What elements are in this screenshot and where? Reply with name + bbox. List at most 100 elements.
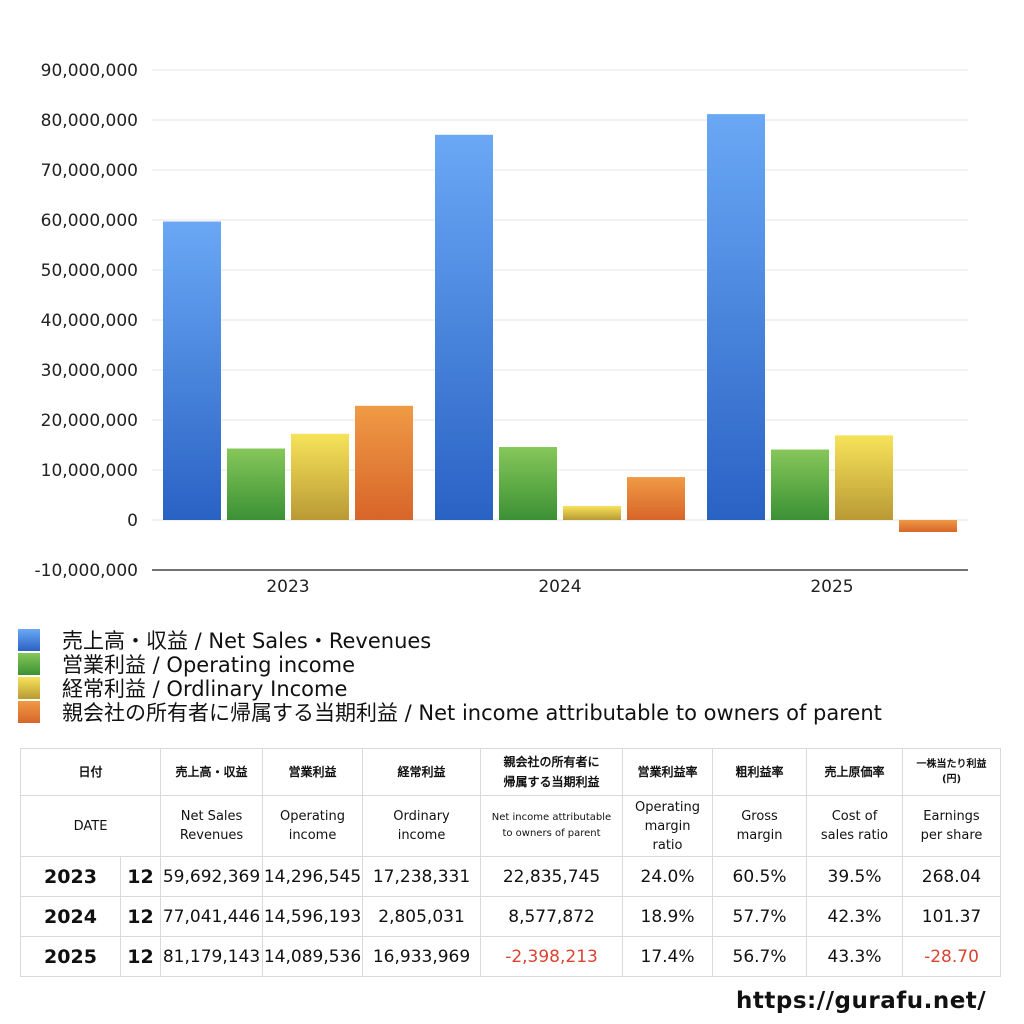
- site-url[interactable]: https://gurafu.net/: [736, 988, 987, 1014]
- header-op-jp: 営業利益: [262, 748, 364, 796]
- table-row: 2025 12 81,179,143 14,089,536 16,933,969…: [20, 936, 1002, 977]
- cell-op: 14,596,193: [262, 896, 364, 937]
- header-gm-en-line2: margin: [736, 828, 783, 843]
- header-net-jp: 親会社の所有者に 帰属する当期利益: [480, 748, 624, 796]
- header-net-en-line1: Net income attributable: [491, 812, 612, 823]
- cell-gm: 60.5%: [712, 856, 808, 897]
- legend-item-net-income[interactable]: 親会社の所有者に帰属する当期利益 / Net income attributab…: [18, 700, 1018, 725]
- legend-label: 経常利益 / Ordlinary Income: [62, 677, 348, 701]
- grid-lines: [152, 69, 968, 521]
- y-tick-label: 40,000,000: [41, 311, 138, 331]
- legend-label: 親会社の所有者に帰属する当期利益 / Net income attributab…: [62, 701, 882, 725]
- legend-label: 売上高・収益 / Net Sales・Revenues: [62, 629, 432, 653]
- cell-cr: 43.3%: [806, 936, 904, 977]
- bars: [163, 114, 957, 532]
- bar-2023-series-0[interactable]: [163, 221, 221, 521]
- y-tick-label: 90,000,000: [41, 61, 138, 81]
- table-header-en: DATE Net Sales Revenues Operating income…: [19, 795, 1002, 857]
- y-tick-label: 0: [127, 511, 138, 531]
- header-op-en-line1: Operating: [280, 809, 346, 824]
- x-axis-tick-labels: 2023 2024 2025: [266, 577, 853, 597]
- legend-swatch-green: [18, 653, 40, 675]
- bar-2025-series-0[interactable]: [707, 114, 765, 521]
- header-eps-en-line2: per share: [920, 828, 983, 843]
- y-tick-label: 80,000,000: [41, 111, 138, 131]
- cell-gm: 56.7%: [712, 936, 808, 977]
- y-tick-label: 10,000,000: [41, 461, 138, 481]
- legend-item-net-sales[interactable]: 売上高・収益 / Net Sales・Revenues: [18, 628, 1018, 653]
- header-eps-en-line1: Earnings: [923, 809, 980, 824]
- bar-2025-series-1[interactable]: [771, 449, 829, 520]
- header-opm-jp: 営業利益率: [622, 748, 714, 796]
- cell-opm: 17.4%: [622, 936, 714, 977]
- cell-year: 2024: [20, 896, 121, 937]
- header-sales-en: Net Sales Revenues: [160, 795, 264, 857]
- y-axis-tick-labels: 90,000,000 80,000,000 70,000,000 60,000,000…: [35, 61, 138, 581]
- bar-2023-series-1[interactable]: [227, 448, 285, 520]
- legend-swatch-blue: [18, 629, 40, 651]
- bar-chart: 90,000,000 80,000,000 70,000,000 60,000,000…: [35, 61, 968, 597]
- header-ord-jp: 経常利益: [362, 748, 482, 796]
- legend-item-operating-income[interactable]: 営業利益 / Operating income: [18, 652, 1018, 677]
- header-net-en: Net income attributable to owners of par…: [480, 795, 624, 857]
- cell-eps: 268.04: [902, 856, 1002, 897]
- header-eps-jp-line1: 一株当たり利益: [916, 759, 987, 770]
- cell-opm: 18.9%: [622, 896, 714, 937]
- bar-2025-series-2[interactable]: [835, 435, 893, 520]
- header-sales-en-line2: Revenues: [179, 828, 244, 843]
- cell-gm: 57.7%: [712, 896, 808, 937]
- header-gm-en-line1: Gross: [741, 809, 778, 824]
- header-cr-en: Cost of sales ratio: [806, 795, 904, 857]
- cell-ord: 2,805,031: [362, 896, 482, 937]
- header-opm-en: Operating margin ratio: [622, 795, 714, 857]
- header-op-en: Operating income: [262, 795, 364, 857]
- cell-net: -2,398,213: [480, 936, 624, 977]
- table-row: 2023 12 59,692,369 14,296,545 17,238,331…: [20, 856, 1002, 897]
- cell-cr: 42.3%: [806, 896, 904, 937]
- cell-ord: 17,238,331: [362, 856, 482, 897]
- header-eps-jp: 一株当たり利益 (円): [902, 748, 1002, 796]
- header-ord-en: Ordinary income: [362, 795, 482, 857]
- legend-swatch-orange: [18, 701, 40, 723]
- header-opm-en-line1: Operating: [635, 799, 701, 815]
- y-tick-label: 60,000,000: [41, 211, 138, 231]
- cell-op: 14,089,536: [262, 936, 364, 977]
- cell-eps: -28.70: [902, 936, 1002, 977]
- cell-sales: 81,179,143: [160, 936, 264, 977]
- y-tick-label: 50,000,000: [41, 261, 138, 281]
- cell-year: 2023: [20, 856, 121, 897]
- cell-op: 14,296,545: [262, 856, 364, 897]
- header-net-en-line2: to owners of parent: [502, 828, 601, 839]
- bar-2024-series-3[interactable]: [627, 477, 685, 520]
- x-tick-label: 2023: [266, 577, 309, 597]
- legend: 売上高・収益 / Net Sales・Revenues 営業利益 / Opera…: [18, 628, 1018, 725]
- bar-2025-series-3[interactable]: [899, 520, 957, 532]
- header-gm-en: Gross margin: [712, 795, 808, 857]
- header-opm-en-line2: margin: [644, 818, 691, 834]
- header-eps-en: Earnings per share: [902, 795, 1002, 857]
- header-gm-jp: 粗利益率: [712, 748, 808, 796]
- header-cr-en-line2: sales ratio: [820, 828, 889, 843]
- y-tick-label: 20,000,000: [41, 411, 138, 431]
- header-date-en: DATE: [19, 795, 162, 857]
- cell-month: 12: [119, 936, 162, 977]
- cell-ord: 16,933,969: [362, 936, 482, 977]
- legend-swatch-yellow: [18, 677, 40, 699]
- header-date-jp: 日付: [19, 748, 162, 796]
- bar-2024-series-2[interactable]: [563, 505, 621, 520]
- header-cr-en-line1: Cost of: [831, 809, 878, 824]
- bar-2023-series-2[interactable]: [291, 433, 349, 520]
- legend-item-ordinary-income[interactable]: 経常利益 / Ordlinary Income: [18, 676, 1018, 701]
- cell-year: 2025: [20, 936, 121, 977]
- bar-2024-series-0[interactable]: [435, 134, 493, 520]
- header-eps-jp-line2: (円): [941, 774, 962, 785]
- financial-table: 日付 売上高・収益 営業利益 経常利益 親会社の所有者に 帰属する当期利益 営業…: [19, 748, 1002, 977]
- header-net-jp-line2: 帰属する当期利益: [503, 775, 600, 789]
- header-ord-en-line1: Ordinary: [393, 809, 450, 824]
- bar-2024-series-1[interactable]: [499, 447, 557, 520]
- cell-month: 12: [119, 896, 162, 937]
- table-header-jp: 日付 売上高・収益 営業利益 経常利益 親会社の所有者に 帰属する当期利益 営業…: [19, 748, 1002, 796]
- bar-2023-series-3[interactable]: [355, 405, 413, 520]
- cell-cr: 39.5%: [806, 856, 904, 897]
- header-op-en-line2: income: [288, 828, 337, 843]
